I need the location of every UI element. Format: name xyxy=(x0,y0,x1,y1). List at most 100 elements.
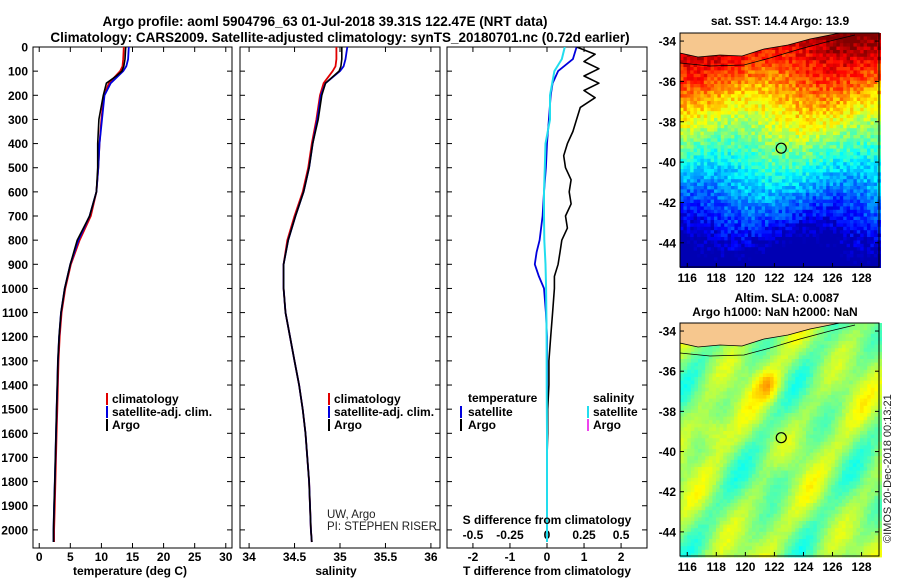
map-cell xyxy=(785,213,790,217)
map-cell xyxy=(693,172,698,177)
map-cell xyxy=(683,131,688,136)
map-cell xyxy=(839,175,844,180)
map-cell xyxy=(707,243,711,248)
map-cell xyxy=(686,56,691,61)
map-cell xyxy=(816,77,820,81)
map-cell xyxy=(839,90,844,95)
map-cell xyxy=(849,359,854,363)
map-cell xyxy=(826,141,830,146)
map-cell xyxy=(697,104,701,109)
map-cell xyxy=(795,118,800,122)
map-cell xyxy=(839,192,844,197)
map-cell xyxy=(754,237,759,241)
map-cell xyxy=(863,355,868,360)
map-cell xyxy=(838,337,843,342)
map-cell xyxy=(867,220,871,224)
map-cell xyxy=(822,50,827,54)
map-cell xyxy=(846,131,851,136)
map-cell xyxy=(703,209,708,214)
map-cell xyxy=(836,39,841,44)
map-cell xyxy=(802,223,807,228)
map-cell xyxy=(771,141,776,146)
map-cell xyxy=(829,135,834,139)
map-cell xyxy=(700,243,705,248)
map-cell xyxy=(751,94,756,98)
map-cell xyxy=(856,199,861,204)
map-cell xyxy=(758,243,762,248)
map-cell xyxy=(754,84,759,88)
map-cell xyxy=(805,128,810,132)
map-cell xyxy=(788,209,793,214)
map-cell xyxy=(680,226,684,231)
map-cell xyxy=(694,348,699,353)
map-cell xyxy=(724,186,728,190)
map-cell xyxy=(734,107,739,112)
map-cell xyxy=(856,254,861,258)
map-cell xyxy=(717,186,722,190)
map-cell xyxy=(703,131,708,136)
map-cell xyxy=(734,220,739,224)
map-cell xyxy=(856,351,861,356)
map-cell xyxy=(826,63,830,68)
map-cell xyxy=(737,203,742,207)
map-cell xyxy=(873,135,878,139)
map-cell xyxy=(860,101,864,105)
map-cell xyxy=(716,355,720,360)
map-cell xyxy=(717,216,722,221)
map-cell xyxy=(731,223,735,228)
map-cell xyxy=(690,348,695,353)
map-cell xyxy=(826,158,830,163)
map-cell xyxy=(751,196,756,200)
map-cell xyxy=(686,70,691,75)
map-cell xyxy=(805,182,810,187)
map-cell xyxy=(727,216,732,221)
map-cell xyxy=(686,138,691,143)
map-cell xyxy=(700,260,705,265)
map-cell xyxy=(860,135,864,139)
map-cell xyxy=(829,206,834,211)
map-cell xyxy=(788,84,793,88)
map-cell xyxy=(768,152,773,156)
map-cell xyxy=(873,107,878,112)
map-cell xyxy=(731,186,735,190)
map-cell xyxy=(771,223,776,228)
map-cell xyxy=(768,145,773,149)
map-cell xyxy=(771,67,776,71)
map-cell xyxy=(826,189,830,194)
map-cell xyxy=(853,169,858,173)
map-cell xyxy=(867,230,871,234)
map-cell xyxy=(693,87,698,92)
map-cell xyxy=(805,56,810,61)
map-cell xyxy=(690,97,694,102)
map-cell xyxy=(741,111,745,115)
map-cell xyxy=(846,138,851,143)
map-cell xyxy=(703,226,708,231)
map-cell xyxy=(873,264,878,268)
map-cell xyxy=(785,131,790,136)
x-tick-label: 0 xyxy=(544,550,551,564)
x-tick-label: 34 xyxy=(242,550,256,564)
map-cell xyxy=(707,60,711,64)
map-cell xyxy=(846,94,851,98)
map-cell xyxy=(724,158,728,163)
map-cell xyxy=(707,257,711,262)
map-cell xyxy=(836,264,841,268)
map-cell xyxy=(737,155,742,160)
map-cell xyxy=(805,216,810,221)
map-cell xyxy=(714,172,718,177)
map-cell xyxy=(727,87,732,92)
map-cell xyxy=(809,192,813,197)
map-cell xyxy=(744,124,749,129)
map-cell xyxy=(805,240,810,245)
map-cell xyxy=(683,124,688,129)
map-cell xyxy=(731,209,735,214)
map-cell xyxy=(788,70,793,75)
map-cell xyxy=(768,260,773,265)
map-cell xyxy=(693,141,698,146)
map-cell xyxy=(863,43,868,47)
map-cell xyxy=(700,254,705,258)
map-cell xyxy=(843,203,847,207)
map-cell xyxy=(867,33,871,37)
map-cell xyxy=(829,155,834,160)
map-cell xyxy=(853,226,858,231)
